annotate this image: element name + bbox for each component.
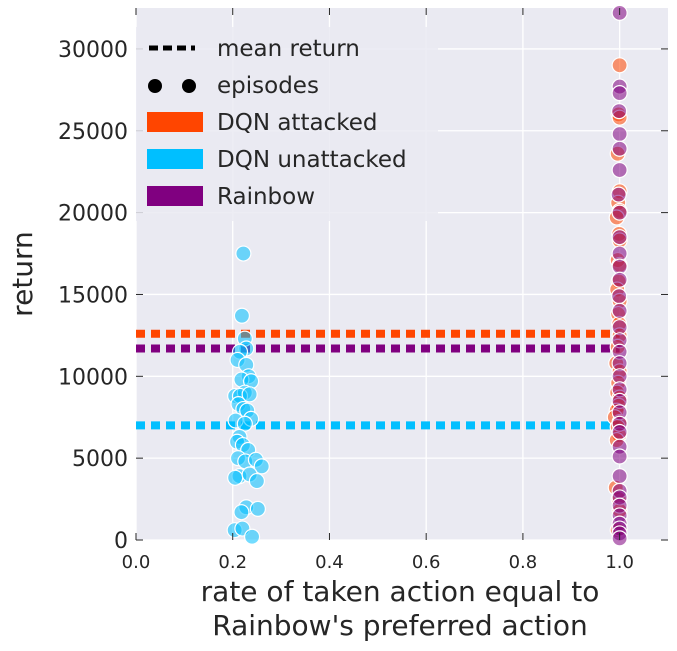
episode-point — [249, 500, 266, 517]
episode-point — [611, 161, 628, 179]
episode-point — [611, 468, 628, 485]
episode-point — [233, 504, 250, 521]
y-tick-label: 25000 — [58, 120, 128, 145]
y-tick-label: 5000 — [72, 447, 128, 472]
x-axis-label-line2: Rainbow's preferred action — [212, 609, 588, 642]
y-axis-label: return — [6, 231, 39, 317]
x-axis-label-line1: rate of taken action equal to — [201, 575, 600, 608]
episode-point — [611, 57, 628, 74]
series-points — [610, 4, 628, 547]
episode-point — [611, 302, 628, 319]
x-tick-label: 0.4 — [315, 552, 344, 573]
episode-point — [611, 271, 628, 288]
legend-label: episodes — [217, 73, 319, 99]
episode-point — [243, 528, 261, 545]
episode-point — [253, 458, 270, 475]
legend-label: mean return — [217, 36, 360, 62]
ticks: 0.0 0.2 0.4 0.6 0.8 1.0 0 5000 10000 15000 20000 25… — [58, 8, 668, 573]
axis-labels: return rate of taken action equal to Rai… — [6, 231, 599, 642]
episode-point — [227, 469, 244, 486]
episode-point — [611, 140, 628, 157]
episode-point — [611, 85, 628, 102]
y-tick-label: 30000 — [58, 38, 128, 63]
episode-point — [611, 204, 628, 221]
series-points — [226, 245, 270, 545]
x-tick-label: 1.0 — [605, 552, 634, 573]
legend: mean return episodes DQN attacked DQN unatt… — [136, 27, 438, 221]
episode-point — [241, 386, 258, 403]
x-tick-label: 0.8 — [509, 552, 538, 573]
episode-point — [611, 287, 628, 305]
episode-points — [226, 4, 628, 547]
y-tick-label: 20000 — [58, 202, 128, 227]
x-tick-label: 0.6 — [412, 552, 441, 573]
legend-label: DQN unattacked — [217, 147, 407, 173]
y-tick-label: 0 — [114, 529, 128, 554]
episode-point — [611, 229, 628, 246]
y-tick-label: 15000 — [58, 283, 128, 308]
episode-point — [235, 245, 252, 262]
legend-dot-swatch — [182, 79, 196, 93]
episode-point — [611, 125, 628, 143]
episode-point — [611, 423, 628, 441]
episode-point — [611, 448, 628, 465]
legend-color-swatch — [147, 186, 203, 206]
episode-point — [248, 472, 266, 490]
episode-point — [233, 307, 251, 324]
legend-label: DQN attacked — [217, 110, 377, 136]
x-tick-label: 0.2 — [218, 552, 247, 573]
legend-label: Rainbow — [217, 184, 315, 210]
legend-dot-swatch — [148, 79, 162, 93]
legend-color-swatch — [147, 149, 203, 169]
episode-point — [610, 186, 627, 203]
mean-lines — [136, 329, 620, 430]
episode-point — [611, 103, 628, 120]
y-tick-label: 10000 — [58, 365, 128, 390]
legend-color-swatch — [147, 112, 203, 132]
x-tick-label: 0.0 — [122, 552, 151, 573]
